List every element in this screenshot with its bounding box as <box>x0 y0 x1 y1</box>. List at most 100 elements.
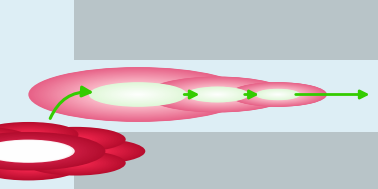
Ellipse shape <box>0 132 12 147</box>
Ellipse shape <box>6 146 50 157</box>
Ellipse shape <box>242 86 313 103</box>
Ellipse shape <box>271 93 285 96</box>
Ellipse shape <box>14 148 43 155</box>
Ellipse shape <box>268 92 288 97</box>
Ellipse shape <box>240 85 316 104</box>
Ellipse shape <box>23 150 33 152</box>
Ellipse shape <box>33 68 243 121</box>
Ellipse shape <box>0 140 74 163</box>
Ellipse shape <box>125 91 151 98</box>
Ellipse shape <box>0 143 59 159</box>
Ellipse shape <box>0 157 73 179</box>
Ellipse shape <box>45 139 145 164</box>
Ellipse shape <box>161 81 273 108</box>
Ellipse shape <box>100 85 176 104</box>
Ellipse shape <box>0 123 73 146</box>
Ellipse shape <box>276 94 280 95</box>
Ellipse shape <box>0 156 76 180</box>
Ellipse shape <box>193 88 242 101</box>
Ellipse shape <box>51 157 101 169</box>
Ellipse shape <box>234 84 321 105</box>
Ellipse shape <box>270 93 285 96</box>
Ellipse shape <box>90 83 186 106</box>
Ellipse shape <box>102 85 174 104</box>
Ellipse shape <box>70 162 81 164</box>
Ellipse shape <box>97 84 179 105</box>
Ellipse shape <box>23 133 34 136</box>
Ellipse shape <box>173 83 262 106</box>
Ellipse shape <box>10 147 46 156</box>
Ellipse shape <box>20 132 37 137</box>
Ellipse shape <box>65 76 211 113</box>
Bar <box>74 132 378 189</box>
Ellipse shape <box>170 83 265 106</box>
Ellipse shape <box>172 83 263 106</box>
Ellipse shape <box>208 92 227 97</box>
Ellipse shape <box>18 149 39 154</box>
Ellipse shape <box>156 79 279 110</box>
Ellipse shape <box>260 90 296 99</box>
Ellipse shape <box>275 94 281 95</box>
Ellipse shape <box>230 82 326 107</box>
Ellipse shape <box>0 139 77 163</box>
Ellipse shape <box>0 130 20 149</box>
Ellipse shape <box>71 78 205 111</box>
Ellipse shape <box>84 148 106 154</box>
Ellipse shape <box>0 124 70 145</box>
Ellipse shape <box>46 72 229 117</box>
Ellipse shape <box>0 135 93 167</box>
Ellipse shape <box>4 145 53 157</box>
Ellipse shape <box>28 67 248 122</box>
Ellipse shape <box>40 70 235 119</box>
Ellipse shape <box>266 92 289 97</box>
Ellipse shape <box>31 128 120 150</box>
Ellipse shape <box>0 155 79 180</box>
Ellipse shape <box>164 81 271 108</box>
Ellipse shape <box>104 86 172 103</box>
Ellipse shape <box>20 166 37 170</box>
Ellipse shape <box>21 149 36 153</box>
Ellipse shape <box>158 80 276 109</box>
Ellipse shape <box>204 91 231 98</box>
Ellipse shape <box>0 154 17 172</box>
Ellipse shape <box>62 76 214 113</box>
Ellipse shape <box>135 94 141 95</box>
Ellipse shape <box>229 82 327 107</box>
Ellipse shape <box>158 80 277 109</box>
Ellipse shape <box>0 155 12 171</box>
Ellipse shape <box>239 85 316 104</box>
Ellipse shape <box>184 86 251 103</box>
Ellipse shape <box>73 78 203 111</box>
Ellipse shape <box>152 78 283 111</box>
Ellipse shape <box>128 92 148 97</box>
Ellipse shape <box>214 94 220 95</box>
Ellipse shape <box>32 68 244 121</box>
Ellipse shape <box>0 156 9 170</box>
Ellipse shape <box>37 69 239 120</box>
Ellipse shape <box>258 90 297 99</box>
Ellipse shape <box>3 145 54 158</box>
Ellipse shape <box>256 89 300 100</box>
Ellipse shape <box>253 88 303 101</box>
Ellipse shape <box>243 86 313 103</box>
Ellipse shape <box>206 92 229 97</box>
Ellipse shape <box>62 143 129 160</box>
Ellipse shape <box>0 139 9 163</box>
Ellipse shape <box>53 157 98 169</box>
Ellipse shape <box>250 88 306 101</box>
Ellipse shape <box>0 132 103 170</box>
Ellipse shape <box>212 93 223 96</box>
Ellipse shape <box>13 147 44 155</box>
Ellipse shape <box>154 79 280 110</box>
Ellipse shape <box>247 87 309 102</box>
Ellipse shape <box>56 158 95 168</box>
Ellipse shape <box>26 151 31 152</box>
Ellipse shape <box>277 94 279 95</box>
Ellipse shape <box>171 83 263 106</box>
Ellipse shape <box>0 136 87 166</box>
Ellipse shape <box>28 128 123 151</box>
Ellipse shape <box>249 87 306 102</box>
Ellipse shape <box>231 83 324 106</box>
Ellipse shape <box>50 73 226 116</box>
Ellipse shape <box>242 85 314 104</box>
